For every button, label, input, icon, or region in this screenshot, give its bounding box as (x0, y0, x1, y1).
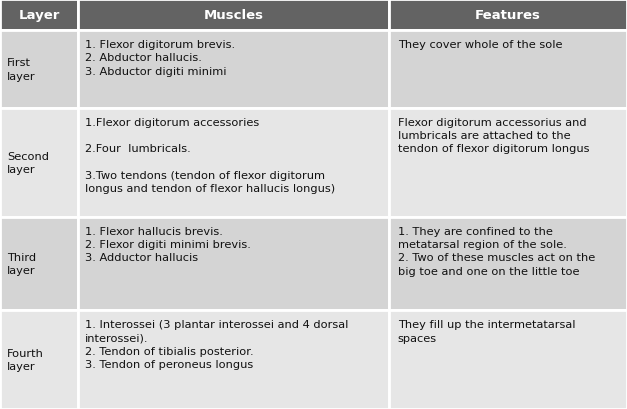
Text: First
layer: First layer (7, 58, 36, 81)
Text: They fill up the intermetatarsal
spaces: They fill up the intermetatarsal spaces (398, 319, 575, 343)
Bar (0, 109, 78, 218)
Text: Fourth
layer: Fourth layer (7, 348, 44, 371)
Text: 1. They are confined to the
metatarsal region of the sole.
2. Two of these muscl: 1. They are confined to the metatarsal r… (398, 227, 595, 276)
Text: Second
layer: Second layer (7, 151, 49, 175)
Bar (78, 0, 389, 31)
Bar (389, 109, 627, 218)
Bar (0, 310, 78, 409)
Text: 1. Interossei (3 plantar interossei and 4 dorsal
interossei).
2. Tendon of tibia: 1. Interossei (3 plantar interossei and … (85, 319, 349, 369)
Text: Flexor digitorum accessorius and
lumbricals are attached to the
tendon of flexor: Flexor digitorum accessorius and lumbric… (398, 118, 589, 154)
Text: 1.Flexor digitorum accessories

2.Four  lumbricals.

3.Two tendons (tendon of fl: 1.Flexor digitorum accessories 2.Four lu… (85, 118, 335, 193)
Bar (389, 0, 627, 31)
Bar (78, 310, 389, 409)
Bar (389, 310, 627, 409)
Text: 1. Flexor digitorum brevis.
2. Abductor hallucis.
3. Abductor digiti minimi: 1. Flexor digitorum brevis. 2. Abductor … (85, 40, 236, 76)
Bar (0, 31, 78, 109)
Text: They cover whole of the sole: They cover whole of the sole (398, 40, 562, 50)
Bar (0, 218, 78, 310)
Bar (389, 218, 627, 310)
Bar (78, 109, 389, 218)
Bar (389, 31, 627, 109)
Text: Muscles: Muscles (204, 9, 263, 22)
Text: Third
layer: Third layer (7, 252, 36, 276)
Text: 1. Flexor hallucis brevis.
2. Flexor digiti minimi brevis.
3. Adductor hallucis: 1. Flexor hallucis brevis. 2. Flexor dig… (85, 227, 251, 263)
Bar (78, 31, 389, 109)
Text: Features: Features (475, 9, 541, 22)
Bar (78, 218, 389, 310)
Bar (0, 0, 78, 31)
Text: Layer: Layer (19, 9, 60, 22)
